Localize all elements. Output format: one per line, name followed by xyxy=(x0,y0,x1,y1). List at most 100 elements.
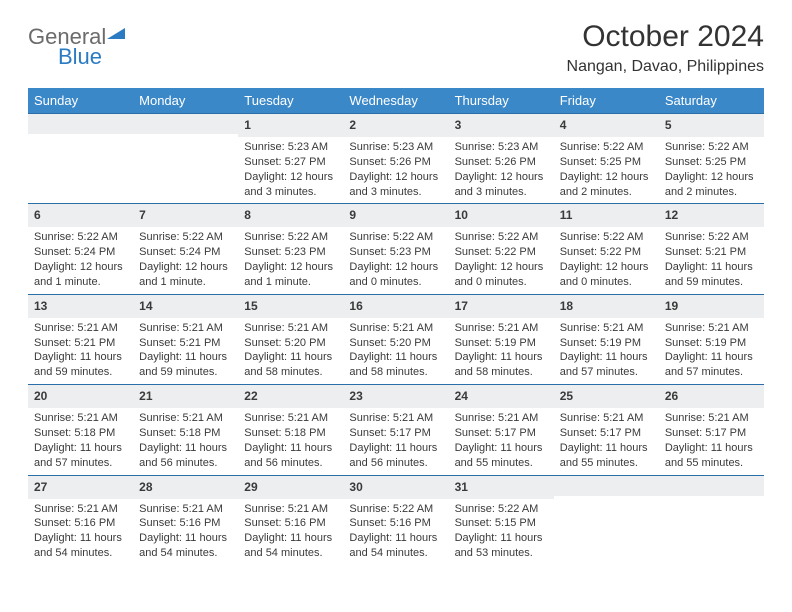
day-number-row: 4 xyxy=(554,114,659,137)
calendar-cell: 7 Sunrise: 5:22 AM Sunset: 5:24 PM Dayli… xyxy=(133,204,238,294)
calendar-cell: 22 Sunrise: 5:21 AM Sunset: 5:18 PM Dayl… xyxy=(238,385,343,475)
day-details: Sunrise: 5:21 AM Sunset: 5:17 PM Dayligh… xyxy=(449,408,554,474)
calendar-row: 13 Sunrise: 5:21 AM Sunset: 5:21 PM Dayl… xyxy=(28,294,764,384)
calendar-row: 27 Sunrise: 5:21 AM Sunset: 5:16 PM Dayl… xyxy=(28,475,764,565)
day-number: 20 xyxy=(34,389,47,403)
day-number: 29 xyxy=(244,480,257,494)
day-details: Sunrise: 5:22 AM Sunset: 5:24 PM Dayligh… xyxy=(133,227,238,293)
day-number-row: 30 xyxy=(343,476,448,499)
day-number: 6 xyxy=(34,208,41,222)
calendar-cell: 16 Sunrise: 5:21 AM Sunset: 5:20 PM Dayl… xyxy=(343,294,448,384)
day-number-row: 17 xyxy=(449,295,554,318)
calendar-body: 1 Sunrise: 5:23 AM Sunset: 5:27 PM Dayli… xyxy=(28,114,764,565)
day-number-row: 7 xyxy=(133,204,238,227)
calendar-cell: 25 Sunrise: 5:21 AM Sunset: 5:17 PM Dayl… xyxy=(554,385,659,475)
day-details: Sunrise: 5:21 AM Sunset: 5:21 PM Dayligh… xyxy=(28,318,133,384)
calendar-cell: 28 Sunrise: 5:21 AM Sunset: 5:16 PM Dayl… xyxy=(133,475,238,565)
day-number: 19 xyxy=(665,299,678,313)
weekday-header: Sunday xyxy=(28,88,133,114)
day-details: Sunrise: 5:22 AM Sunset: 5:24 PM Dayligh… xyxy=(28,227,133,293)
calendar-cell: 12 Sunrise: 5:22 AM Sunset: 5:21 PM Dayl… xyxy=(659,204,764,294)
calendar-cell: 3 Sunrise: 5:23 AM Sunset: 5:26 PM Dayli… xyxy=(449,114,554,204)
title-block: October 2024 Nangan, Davao, Philippines xyxy=(567,20,764,76)
calendar-cell: 26 Sunrise: 5:21 AM Sunset: 5:17 PM Dayl… xyxy=(659,385,764,475)
day-number-row: 31 xyxy=(449,476,554,499)
day-number: 2 xyxy=(349,118,356,132)
calendar-cell xyxy=(659,475,764,565)
day-number: 27 xyxy=(34,480,47,494)
day-details: Sunrise: 5:22 AM Sunset: 5:15 PM Dayligh… xyxy=(449,499,554,565)
day-number-row: 8 xyxy=(238,204,343,227)
day-details: Sunrise: 5:21 AM Sunset: 5:18 PM Dayligh… xyxy=(238,408,343,474)
calendar-cell: 14 Sunrise: 5:21 AM Sunset: 5:21 PM Dayl… xyxy=(133,294,238,384)
day-details: Sunrise: 5:21 AM Sunset: 5:20 PM Dayligh… xyxy=(343,318,448,384)
day-details: Sunrise: 5:21 AM Sunset: 5:16 PM Dayligh… xyxy=(238,499,343,565)
empty-day xyxy=(659,476,764,496)
day-number: 16 xyxy=(349,299,362,313)
day-details: Sunrise: 5:21 AM Sunset: 5:17 PM Dayligh… xyxy=(554,408,659,474)
calendar-cell: 8 Sunrise: 5:22 AM Sunset: 5:23 PM Dayli… xyxy=(238,204,343,294)
day-number: 18 xyxy=(560,299,573,313)
day-number-row: 10 xyxy=(449,204,554,227)
day-number-row: 5 xyxy=(659,114,764,137)
calendar-cell: 17 Sunrise: 5:21 AM Sunset: 5:19 PM Dayl… xyxy=(449,294,554,384)
day-details: Sunrise: 5:21 AM Sunset: 5:19 PM Dayligh… xyxy=(449,318,554,384)
day-number-row: 9 xyxy=(343,204,448,227)
header: General Blue October 2024 Nangan, Davao,… xyxy=(28,20,764,76)
day-details: Sunrise: 5:21 AM Sunset: 5:16 PM Dayligh… xyxy=(133,499,238,565)
day-details: Sunrise: 5:21 AM Sunset: 5:18 PM Dayligh… xyxy=(28,408,133,474)
calendar-cell: 2 Sunrise: 5:23 AM Sunset: 5:26 PM Dayli… xyxy=(343,114,448,204)
day-details: Sunrise: 5:21 AM Sunset: 5:19 PM Dayligh… xyxy=(659,318,764,384)
day-number-row: 12 xyxy=(659,204,764,227)
calendar-cell: 21 Sunrise: 5:21 AM Sunset: 5:18 PM Dayl… xyxy=(133,385,238,475)
day-number-row: 2 xyxy=(343,114,448,137)
day-number-row: 6 xyxy=(28,204,133,227)
page-title: October 2024 xyxy=(567,20,764,54)
calendar-table: SundayMondayTuesdayWednesdayThursdayFrid… xyxy=(28,88,764,565)
day-number-row: 13 xyxy=(28,295,133,318)
calendar-cell: 29 Sunrise: 5:21 AM Sunset: 5:16 PM Dayl… xyxy=(238,475,343,565)
day-details: Sunrise: 5:23 AM Sunset: 5:26 PM Dayligh… xyxy=(449,137,554,203)
day-number-row: 21 xyxy=(133,385,238,408)
day-number-row: 3 xyxy=(449,114,554,137)
day-number: 22 xyxy=(244,389,257,403)
day-details: Sunrise: 5:22 AM Sunset: 5:23 PM Dayligh… xyxy=(238,227,343,293)
weekday-header: Monday xyxy=(133,88,238,114)
calendar-row: 6 Sunrise: 5:22 AM Sunset: 5:24 PM Dayli… xyxy=(28,204,764,294)
day-details: Sunrise: 5:22 AM Sunset: 5:25 PM Dayligh… xyxy=(554,137,659,203)
calendar-cell: 27 Sunrise: 5:21 AM Sunset: 5:16 PM Dayl… xyxy=(28,475,133,565)
day-number: 12 xyxy=(665,208,678,222)
day-number: 28 xyxy=(139,480,152,494)
day-number-row: 24 xyxy=(449,385,554,408)
day-number: 25 xyxy=(560,389,573,403)
calendar-row: 1 Sunrise: 5:23 AM Sunset: 5:27 PM Dayli… xyxy=(28,114,764,204)
day-number: 23 xyxy=(349,389,362,403)
calendar-cell: 10 Sunrise: 5:22 AM Sunset: 5:22 PM Dayl… xyxy=(449,204,554,294)
calendar-cell: 30 Sunrise: 5:22 AM Sunset: 5:16 PM Dayl… xyxy=(343,475,448,565)
day-details: Sunrise: 5:21 AM Sunset: 5:17 PM Dayligh… xyxy=(343,408,448,474)
day-number: 7 xyxy=(139,208,146,222)
calendar-cell: 6 Sunrise: 5:22 AM Sunset: 5:24 PM Dayli… xyxy=(28,204,133,294)
calendar-cell: 18 Sunrise: 5:21 AM Sunset: 5:19 PM Dayl… xyxy=(554,294,659,384)
day-number: 15 xyxy=(244,299,257,313)
day-details: Sunrise: 5:22 AM Sunset: 5:21 PM Dayligh… xyxy=(659,227,764,293)
day-details: Sunrise: 5:22 AM Sunset: 5:22 PM Dayligh… xyxy=(554,227,659,293)
calendar-cell xyxy=(554,475,659,565)
day-number: 21 xyxy=(139,389,152,403)
day-details: Sunrise: 5:22 AM Sunset: 5:16 PM Dayligh… xyxy=(343,499,448,565)
day-number-row: 29 xyxy=(238,476,343,499)
weekday-header: Tuesday xyxy=(238,88,343,114)
calendar-cell: 31 Sunrise: 5:22 AM Sunset: 5:15 PM Dayl… xyxy=(449,475,554,565)
day-details: Sunrise: 5:21 AM Sunset: 5:20 PM Dayligh… xyxy=(238,318,343,384)
weekday-header-row: SundayMondayTuesdayWednesdayThursdayFrid… xyxy=(28,88,764,114)
empty-day xyxy=(28,114,133,134)
calendar-row: 20 Sunrise: 5:21 AM Sunset: 5:18 PM Dayl… xyxy=(28,385,764,475)
day-number-row: 18 xyxy=(554,295,659,318)
day-number: 9 xyxy=(349,208,356,222)
day-number-row: 25 xyxy=(554,385,659,408)
day-details: Sunrise: 5:22 AM Sunset: 5:22 PM Dayligh… xyxy=(449,227,554,293)
day-number-row: 1 xyxy=(238,114,343,137)
empty-day xyxy=(133,114,238,134)
day-number: 17 xyxy=(455,299,468,313)
day-number-row: 11 xyxy=(554,204,659,227)
